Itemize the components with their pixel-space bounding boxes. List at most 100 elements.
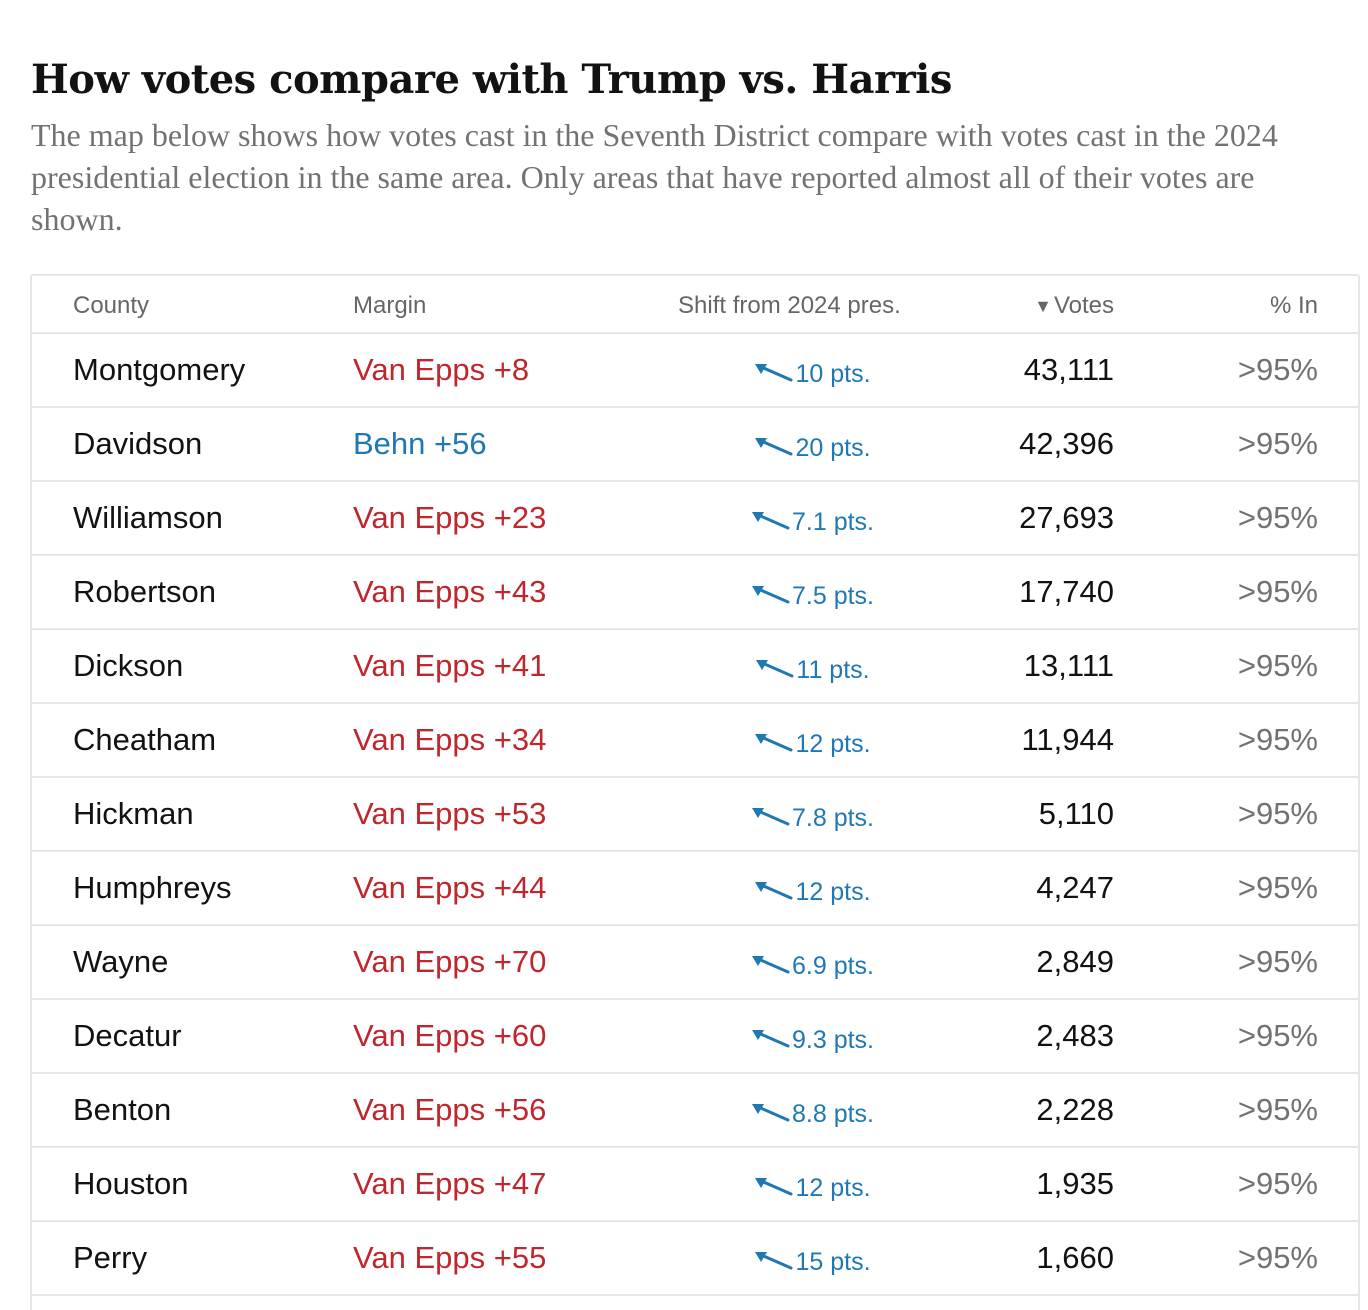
county-name: Hickman: [73, 796, 194, 831]
table-row: Wayne Van Epps +70 6.9 pts. 2,849 >95%: [32, 926, 1358, 1000]
shift-left-arrow-icon: [755, 438, 793, 456]
page-title: How votes compare with Trump vs. Harris: [31, 56, 952, 103]
county-name: Houston: [73, 1166, 189, 1201]
margin-value: Van Epps +23: [353, 500, 547, 535]
shift-left-arrow-icon: [752, 808, 790, 826]
column-header-votes[interactable]: ▼ Votes: [1034, 278, 1114, 334]
table-row: Dickson Van Epps +41 11 pts. 13,111 >95%: [32, 630, 1358, 704]
margin-value: Van Epps +55: [353, 1240, 547, 1275]
shift-value: 20 pts.: [795, 433, 871, 462]
shift-value: 12 pts.: [795, 729, 871, 758]
page-subtitle: The map below shows how votes cast in th…: [31, 117, 1278, 237]
shift-cell: 11 pts.: [702, 630, 922, 702]
votes-value: 5,110: [1038, 796, 1114, 831]
county-name: Davidson: [73, 426, 203, 461]
shift-left-arrow-icon: [752, 1030, 790, 1048]
pct-in-value: >95%: [1237, 1166, 1318, 1201]
shift-value: 6.9 pts.: [792, 951, 874, 980]
table-row: Montgomery Van Epps +8 10 pts. 43,111 >95%: [32, 334, 1358, 408]
pct-in-value: >95%: [1237, 500, 1318, 535]
shift-value: 7.8 pts.: [792, 803, 874, 832]
shift-left-arrow-icon: [755, 364, 793, 382]
margin-value: Van Epps +60: [353, 1018, 547, 1053]
shift-left-arrow-icon: [755, 882, 793, 900]
column-header-votes-label: Votes: [1053, 292, 1114, 319]
county-name: Perry: [73, 1240, 148, 1275]
shift-value: 7.5 pts.: [792, 581, 874, 610]
table-header-row: County Margin Shift from 2024 pres. ▼ Vot…: [32, 276, 1358, 334]
table-row: Williamson Van Epps +23 7.1 pts. 27,693 >95%: [32, 482, 1358, 556]
shift-cell: 20 pts.: [702, 408, 922, 480]
shift-cell: 15 pts.: [702, 1222, 922, 1294]
shift-value: 12 pts.: [795, 1173, 871, 1202]
pct-in-value: >95%: [1237, 722, 1318, 757]
table-row: Benton Van Epps +56 8.8 pts. 2,228 >95%: [32, 1074, 1358, 1148]
votes-value: 13,111: [1023, 648, 1114, 683]
shift-cell: 12 pts.: [702, 1148, 922, 1220]
shift-left-arrow-icon: [755, 1178, 793, 1196]
shift-value: 11 pts.: [796, 655, 870, 684]
margin-value: Van Epps +43: [353, 574, 547, 609]
shift-value: 8.8 pts.: [792, 1099, 874, 1128]
header: How votes compare with Trump vs. Harris …: [31, 52, 1351, 240]
pct-in-value: >95%: [1237, 426, 1318, 461]
county-name: Williamson: [73, 500, 223, 535]
votes-value: 17,740: [1019, 574, 1114, 609]
shift-cell: 7.5 pts.: [702, 556, 922, 628]
column-header-shift[interactable]: Shift from 2024 pres.: [678, 292, 901, 319]
margin-value: Van Epps +34: [353, 722, 547, 757]
table-row: Humphreys Van Epps +44 12 pts. 4,247 >95%: [32, 852, 1358, 926]
pct-in-value: >95%: [1237, 796, 1318, 831]
sort-descending-triangle-icon: ▼: [1034, 295, 1052, 316]
table-row: Hickman Van Epps +53 7.8 pts. 5,110 >95%: [32, 778, 1358, 852]
shift-value: 7.1 pts.: [792, 507, 874, 536]
county-name: Benton: [73, 1092, 172, 1127]
shift-left-arrow-icon: [755, 734, 793, 752]
county-name: Dickson: [73, 648, 184, 683]
pct-in-value: >95%: [1237, 574, 1318, 609]
table-row: Robertson Van Epps +43 7.5 pts. 17,740 >95%: [32, 556, 1358, 630]
margin-value: Van Epps +44: [353, 870, 547, 905]
votes-value: 27,693: [1019, 500, 1114, 535]
votes-value: 2,849: [1036, 944, 1114, 979]
shift-value: 9.3 pts.: [792, 1025, 874, 1054]
table-row: Davidson Behn +56 20 pts. 42,396 >95%: [32, 408, 1358, 482]
pct-in-value: >95%: [1237, 1092, 1318, 1127]
shift-cell: 9.3 pts.: [702, 1000, 922, 1072]
pct-in-value: >95%: [1237, 648, 1318, 683]
shift-cell: 8.8 pts.: [702, 1074, 922, 1146]
votes-value: 1,660: [1036, 1240, 1114, 1275]
shift-cell: 10 pts.: [702, 334, 922, 406]
column-header-pct-in[interactable]: % In: [1269, 292, 1318, 319]
column-header-county[interactable]: County: [73, 292, 150, 319]
table-row: Decatur Van Epps +60 9.3 pts. 2,483 >95%: [32, 1000, 1358, 1074]
margin-value: Van Epps +8: [353, 352, 530, 387]
margin-value: Van Epps +53: [353, 796, 547, 831]
votes-value: 1,935: [1036, 1166, 1114, 1201]
shift-value: 10 pts.: [795, 359, 871, 388]
pct-in-value: >95%: [1237, 1018, 1318, 1053]
shift-cell: 12 pts.: [702, 852, 922, 924]
votes-value: 4,247: [1036, 870, 1114, 905]
margin-value: Van Epps +41: [353, 648, 547, 683]
shift-left-arrow-icon: [756, 660, 794, 678]
county-name: Humphreys: [73, 870, 232, 905]
margin-value: Van Epps +47: [353, 1166, 547, 1201]
county-name: Wayne: [73, 944, 169, 979]
county-name: Montgomery: [73, 352, 246, 387]
pct-in-value: >95%: [1237, 352, 1318, 387]
table-row: Cheatham Van Epps +34 12 pts. 11,944 >95%: [32, 704, 1358, 778]
results-table: County Margin Shift from 2024 pres. ▼ Vot…: [30, 274, 1360, 1310]
votes-value: 11,944: [1021, 722, 1114, 757]
votes-value: 2,228: [1036, 1092, 1114, 1127]
shift-value: 15 pts.: [795, 1247, 871, 1276]
shift-left-arrow-icon: [752, 1104, 790, 1122]
county-name: Robertson: [73, 574, 217, 609]
shift-left-arrow-icon: [752, 956, 790, 974]
shift-value: 12 pts.: [795, 877, 871, 906]
shift-cell: 7.8 pts.: [702, 778, 922, 850]
county-name: Cheatham: [73, 722, 217, 757]
shift-cell: 6.9 pts.: [702, 926, 922, 998]
table-row: Houston Van Epps +47 12 pts. 1,935 >95%: [32, 1148, 1358, 1222]
column-header-margin[interactable]: Margin: [353, 292, 427, 319]
